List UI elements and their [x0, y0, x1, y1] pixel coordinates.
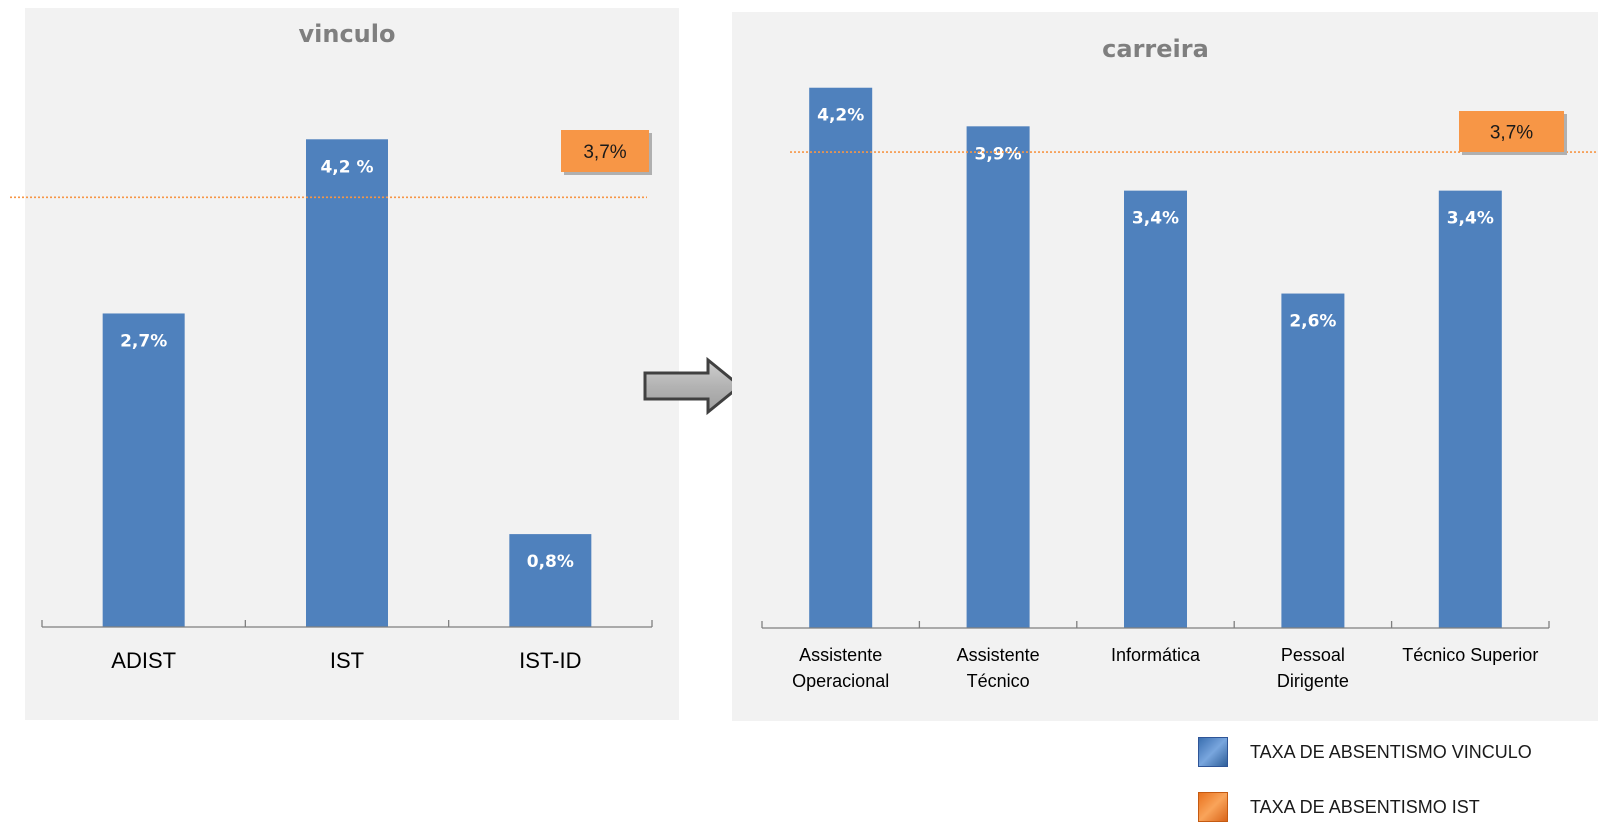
bar	[306, 139, 388, 628]
category-label: Assistente Técnico	[957, 645, 1040, 691]
legend-item-ist: TAXA DE ABSENTISMO IST	[1198, 792, 1480, 822]
data-label: 4,2%	[817, 106, 864, 126]
category-label: Técnico Superior	[1402, 645, 1538, 665]
bar	[809, 87, 873, 628]
chart-title: carreira	[1102, 35, 1209, 63]
right-arrow-icon	[640, 355, 745, 422]
category-label: Pessoal Dirigente	[1277, 645, 1349, 691]
bar	[1124, 190, 1187, 629]
data-label: 2,6%	[1289, 312, 1336, 332]
legend-swatch-ist	[1198, 792, 1228, 822]
reference-label-box	[561, 130, 649, 172]
chart-carreira-panel: carreira 4,2% 3,9% 3,4% 2,6% 3,4% Assistente Op…	[732, 12, 1598, 721]
reference-label-box	[1459, 111, 1564, 152]
category-label: IST-ID	[519, 648, 581, 673]
chart-vinculo: vinculo 2,7% 4,2 % 0,8% ADIST IST IST-ID 3,7%	[10, 20, 653, 673]
chart-title: vinculo	[299, 20, 396, 48]
data-label: 3,4%	[1132, 209, 1179, 229]
data-label: 4,2 %	[320, 157, 373, 177]
chart-vinculo-panel: vinculo 2,7% 4,2 % 0,8% ADIST IST IST-ID 3,7%	[10, 8, 679, 720]
data-label: 3,9%	[975, 144, 1022, 164]
data-label: 3,4%	[1447, 209, 1494, 229]
legend-label-ist: TAXA DE ABSENTISMO IST	[1250, 796, 1480, 817]
reference-label: 3,7%	[583, 142, 626, 163]
reference-label: 3,7%	[1490, 123, 1533, 144]
legend-label-vinculo: TAXA DE ABSENTISMO VINCULO	[1250, 741, 1532, 762]
legend-item-vinculo: TAXA DE ABSENTISMO VINCULO	[1198, 737, 1532, 767]
legend-swatch-vinculo	[1198, 737, 1228, 767]
bar	[1438, 190, 1502, 629]
category-label: Informática	[1111, 645, 1201, 665]
category-label: IST	[330, 648, 364, 673]
chart-carreira: carreira 4,2% 3,9% 3,4% 2,6% 3,4% Assistente Op…	[761, 35, 1598, 691]
bar	[966, 126, 1030, 629]
bar	[509, 534, 592, 627]
bar	[102, 313, 185, 627]
data-label: 0,8%	[527, 552, 574, 572]
data-label: 2,7%	[120, 331, 167, 351]
category-label: ADIST	[111, 648, 176, 673]
category-label: Assistente Operacional	[792, 645, 889, 691]
bar	[1281, 293, 1345, 628]
